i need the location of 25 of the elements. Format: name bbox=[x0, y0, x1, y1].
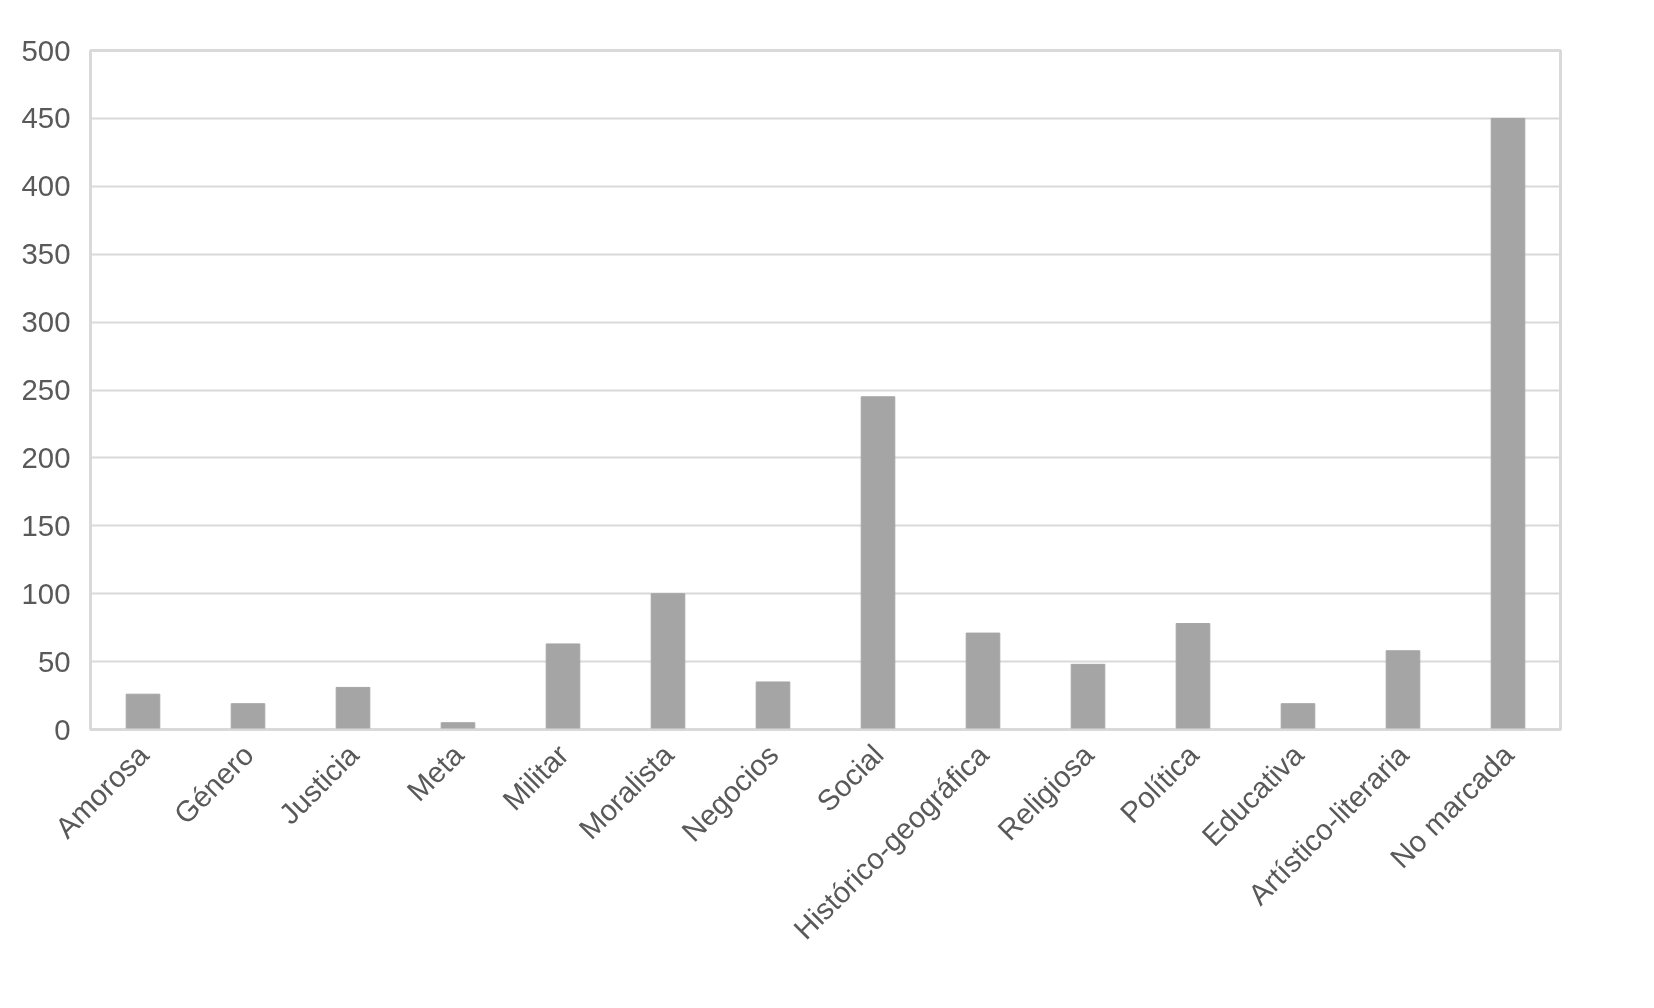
y-tick-label: 50 bbox=[37, 644, 71, 678]
y-tick-label: 350 bbox=[21, 237, 71, 271]
y-tick-label: 250 bbox=[21, 373, 71, 406]
bar bbox=[440, 722, 476, 730]
bar bbox=[1175, 623, 1211, 730]
bar bbox=[1490, 117, 1526, 730]
bar bbox=[545, 643, 581, 730]
bar bbox=[965, 632, 1001, 730]
y-tick-label: 300 bbox=[21, 305, 71, 339]
y-tick-label: 150 bbox=[21, 508, 71, 542]
bar bbox=[230, 703, 266, 730]
bar bbox=[1070, 663, 1106, 730]
y-tick-label: 200 bbox=[21, 440, 71, 474]
bar bbox=[755, 681, 791, 730]
y-tick-label: 0 bbox=[54, 712, 71, 746]
bar bbox=[650, 593, 686, 730]
y-tick-label: 400 bbox=[21, 169, 71, 203]
bar bbox=[1385, 650, 1421, 730]
bar bbox=[335, 686, 371, 730]
bar bbox=[860, 396, 896, 730]
y-tick-label: 450 bbox=[21, 101, 71, 135]
y-tick-label: 100 bbox=[21, 576, 71, 610]
bar bbox=[125, 693, 161, 730]
y-tick-label: 500 bbox=[21, 33, 71, 67]
bar bbox=[1280, 703, 1316, 730]
